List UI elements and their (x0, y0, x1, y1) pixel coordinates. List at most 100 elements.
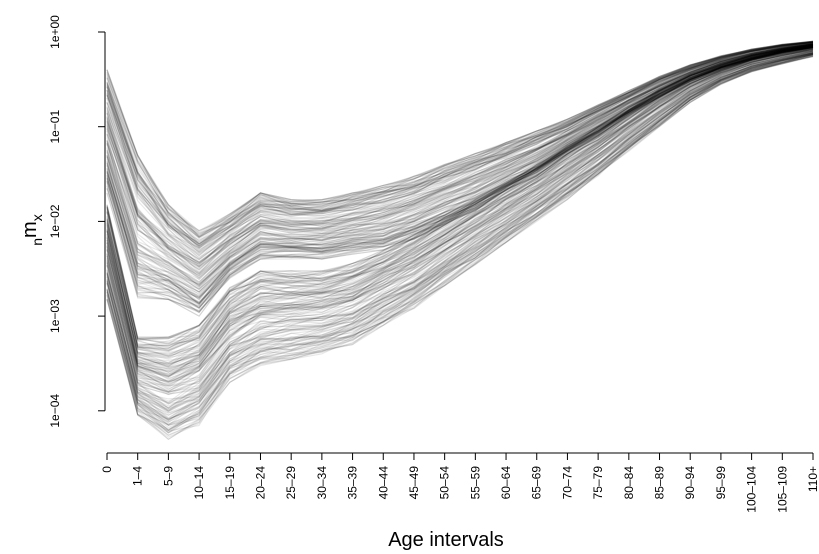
series-line (106, 49, 814, 393)
series-line (106, 48, 814, 377)
y-tick-label: 1e+00 (48, 15, 62, 49)
series-line (106, 45, 814, 357)
series-line (106, 40, 814, 234)
series-line (106, 46, 814, 305)
series-line (106, 41, 814, 248)
series-line (106, 42, 814, 250)
x-tick-label: 10–14 (192, 466, 206, 500)
series-line (106, 46, 814, 370)
series-line (106, 41, 814, 247)
series-line (106, 50, 814, 393)
series-line (106, 52, 814, 421)
series-line (106, 52, 814, 419)
series-line (106, 41, 814, 247)
x-tick-label: 95–99 (714, 466, 728, 500)
series-line (106, 48, 814, 378)
series-line (106, 47, 814, 307)
series-line (106, 45, 814, 299)
series-line (106, 47, 814, 368)
series-line (106, 40, 814, 232)
series-line (106, 41, 814, 238)
x-tick-label: 80–84 (622, 466, 636, 500)
x-tick-label: 65–69 (530, 466, 544, 500)
series-line (106, 47, 814, 375)
x-tick-label: 100–104 (745, 466, 759, 513)
series-line (106, 46, 814, 305)
series-line (106, 45, 814, 293)
series-line (106, 54, 814, 437)
series-line (106, 48, 814, 377)
series-line (106, 50, 814, 393)
series-line (106, 43, 814, 269)
series-line (106, 43, 814, 338)
series-line (106, 43, 814, 267)
series-line (106, 56, 814, 438)
x-tick-label: 45–49 (407, 466, 421, 500)
x-tick-label: 0 (100, 466, 114, 473)
series-line (106, 50, 814, 396)
series-line (106, 44, 814, 353)
series-line (106, 46, 814, 310)
series-line (106, 45, 814, 354)
series-line (106, 46, 814, 299)
series-line (106, 49, 814, 391)
series-line (106, 41, 814, 254)
y-axis-title-prefix: n (29, 238, 45, 246)
series-line (106, 41, 814, 245)
series-line (106, 46, 814, 368)
series-line (106, 54, 814, 426)
series-line (106, 42, 814, 257)
series-line (106, 53, 814, 433)
y-axis-title-main: m (19, 221, 41, 238)
series-line (106, 46, 814, 308)
series-line (106, 44, 814, 280)
series-line (106, 46, 814, 378)
x-tick-label: 20–24 (253, 466, 267, 500)
series-line (106, 48, 814, 387)
series-line (106, 52, 814, 405)
series-line (106, 45, 814, 307)
series-line (106, 45, 814, 351)
series-line (106, 42, 814, 247)
series-line (106, 44, 814, 271)
x-tick-label: 75–79 (591, 466, 605, 500)
series-line (106, 42, 814, 261)
series-line (106, 44, 814, 286)
y-tick-label: 1e−03 (48, 299, 62, 333)
series-line (106, 45, 814, 355)
series-line (106, 49, 814, 389)
series-line (106, 54, 814, 434)
series-line (106, 48, 814, 373)
series-line (106, 46, 814, 317)
series-line (106, 46, 814, 368)
series-line (106, 47, 814, 380)
series-line (106, 41, 814, 237)
series-line (106, 43, 814, 275)
series-line (106, 47, 814, 377)
series-line (106, 54, 814, 423)
series-line (106, 46, 814, 306)
series-line (106, 41, 814, 234)
series-line (106, 53, 814, 422)
series-line (106, 52, 814, 413)
series-line (106, 42, 814, 248)
series-line (106, 45, 814, 283)
x-tick-label: 60–64 (499, 466, 513, 500)
series-line (106, 51, 814, 409)
series-line (106, 56, 814, 441)
series-line (106, 50, 814, 387)
x-tick-label: 105–109 (775, 466, 789, 513)
series-line (106, 45, 814, 293)
series-line (106, 45, 814, 289)
series-line (106, 52, 814, 410)
series-line (106, 47, 814, 373)
series-line (106, 49, 814, 384)
series-line (106, 43, 814, 268)
series-line (106, 52, 814, 412)
series-line (106, 46, 814, 309)
x-tick-label: 35–39 (346, 466, 360, 500)
series-line (106, 45, 814, 285)
series-line (106, 43, 814, 274)
series-line (106, 44, 814, 281)
